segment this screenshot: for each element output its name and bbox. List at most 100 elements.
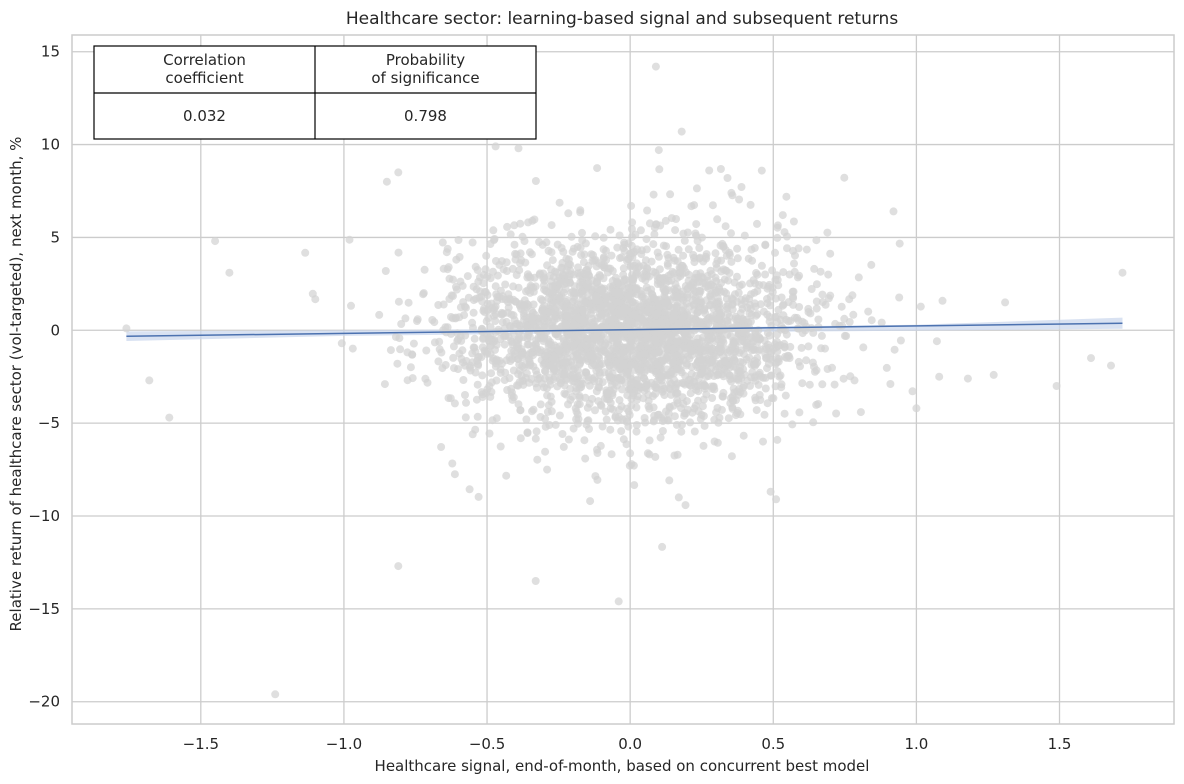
scatter-point	[478, 393, 487, 402]
scatter-point	[654, 252, 663, 261]
scatter-point	[687, 202, 696, 211]
scatter-point	[450, 470, 459, 479]
y-tick-label: 15	[41, 43, 60, 61]
scatter-point	[539, 312, 548, 321]
scatter-point	[727, 229, 735, 238]
scatter-point	[518, 232, 527, 241]
scatter-point	[532, 340, 541, 349]
scatter-point	[635, 326, 644, 335]
y-tick-label: 10	[41, 136, 60, 154]
scatter-point	[458, 281, 467, 290]
scatter-point	[680, 329, 689, 338]
scatter-point	[824, 270, 833, 279]
scatter-point	[620, 275, 629, 284]
scatter-point	[692, 220, 701, 229]
scatter-point	[555, 346, 563, 355]
scatter-point	[650, 357, 659, 366]
scatter-point	[658, 542, 667, 551]
scatter-point	[832, 409, 841, 418]
scatter-point	[747, 373, 755, 382]
scatter-point	[678, 393, 687, 402]
scatter-point	[578, 236, 587, 245]
scatter-point	[618, 349, 627, 358]
scatter-point	[688, 408, 697, 417]
scatter-point	[653, 309, 662, 318]
scatter-point	[766, 301, 775, 310]
scatter-point	[564, 435, 573, 444]
scatter-point	[845, 318, 854, 326]
scatter-point	[403, 376, 412, 385]
scatter-point	[724, 414, 733, 423]
scatter-point	[794, 357, 803, 366]
scatter-point	[500, 340, 509, 349]
scatter-point	[543, 261, 552, 270]
scatter-point	[391, 332, 400, 341]
scatter-point	[561, 390, 570, 399]
scatter-point	[566, 395, 575, 404]
scatter-point	[810, 264, 819, 273]
scatter-point	[674, 493, 683, 502]
scatter-point	[802, 356, 811, 365]
scatter-point	[658, 427, 667, 435]
scatter-point	[689, 300, 698, 309]
scatter-point	[912, 404, 921, 413]
scatter-point	[657, 376, 666, 385]
scatter-point	[492, 414, 501, 423]
scatter-point	[449, 353, 458, 362]
scatter-point	[757, 166, 766, 175]
scatter-point	[613, 243, 622, 252]
scatter-point	[473, 412, 482, 421]
scatter-point	[753, 354, 762, 363]
scatter-point	[721, 222, 730, 231]
scatter-point	[590, 377, 599, 386]
scatter-point	[564, 209, 573, 218]
scatter-point	[486, 274, 495, 283]
scatter-point	[895, 239, 904, 248]
scatter-point	[867, 316, 876, 325]
scatter-point	[690, 427, 699, 436]
scatter-point	[498, 292, 507, 301]
scatter-point	[348, 344, 357, 353]
scatter-point	[478, 371, 487, 380]
scatter-point	[588, 283, 597, 292]
scatter-point	[733, 244, 742, 253]
scatter-point	[503, 308, 512, 317]
scatter-point	[783, 232, 791, 241]
scatter-point	[394, 248, 403, 257]
scatter-point	[777, 293, 786, 302]
scatter-point	[523, 428, 532, 437]
correlation-coefficient-header: Correlation coefficient	[163, 51, 246, 87]
scatter-point	[606, 398, 615, 407]
scatter-point	[895, 293, 904, 302]
scatter-point	[620, 246, 629, 255]
scatter-point	[782, 192, 791, 201]
scatter-point	[543, 465, 552, 474]
scatter-point	[632, 336, 641, 345]
scatter-point	[640, 386, 649, 395]
scatter-point	[653, 280, 662, 288]
scatter-point	[522, 369, 531, 378]
scatter-point	[676, 366, 685, 374]
scatter-point	[462, 357, 471, 365]
scatter-point	[607, 381, 616, 390]
scatter-point	[437, 443, 446, 451]
scatter-point	[649, 327, 658, 335]
scatter-point	[667, 214, 676, 223]
scatter-point	[713, 215, 722, 224]
scatter-point	[818, 290, 827, 299]
scatter-point	[674, 245, 683, 254]
scatter-point	[649, 403, 658, 412]
scatter-point	[703, 272, 712, 280]
scatter-point	[830, 380, 839, 389]
scatter-point	[600, 263, 609, 272]
scatter-point	[529, 351, 538, 360]
scatter-point	[624, 422, 633, 431]
scatter-point	[653, 410, 662, 419]
scatter-point	[717, 405, 726, 414]
x-axis-label: Healthcare signal, end-of-month, based o…	[375, 757, 870, 775]
scatter-point	[715, 348, 724, 357]
scatter-point	[546, 282, 555, 291]
scatter-point	[738, 336, 747, 345]
scatter-point	[617, 427, 626, 436]
scatter-point	[574, 371, 583, 380]
